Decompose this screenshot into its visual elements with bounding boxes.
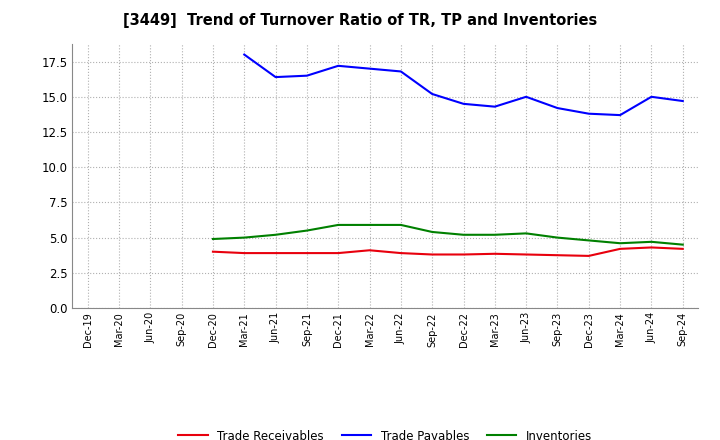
Trade Receivables — [553, 253, 562, 258]
Inventories — [616, 241, 624, 246]
Trade Receivables — [365, 248, 374, 253]
Line: Trade Payables: Trade Payables — [244, 55, 683, 115]
Trade Payables — [553, 106, 562, 111]
Trade Payables — [365, 66, 374, 71]
Inventories — [647, 239, 656, 245]
Trade Receivables — [302, 250, 311, 256]
Inventories — [428, 229, 436, 235]
Inventories — [490, 232, 499, 238]
Trade Payables — [397, 69, 405, 74]
Trade Receivables — [678, 246, 687, 252]
Inventories — [365, 222, 374, 227]
Trade Receivables — [616, 246, 624, 252]
Trade Receivables — [334, 250, 343, 256]
Inventories — [459, 232, 468, 238]
Trade Payables — [585, 111, 593, 116]
Trade Payables — [334, 63, 343, 69]
Trade Payables — [271, 74, 280, 80]
Inventories — [522, 231, 531, 236]
Trade Payables — [647, 94, 656, 99]
Trade Payables — [678, 99, 687, 104]
Inventories — [334, 222, 343, 227]
Trade Receivables — [522, 252, 531, 257]
Trade Receivables — [428, 252, 436, 257]
Trade Receivables — [240, 250, 248, 256]
Inventories — [209, 236, 217, 242]
Inventories — [585, 238, 593, 243]
Text: [3449]  Trend of Turnover Ratio of TR, TP and Inventories: [3449] Trend of Turnover Ratio of TR, TP… — [123, 13, 597, 28]
Inventories — [553, 235, 562, 240]
Trade Receivables — [490, 251, 499, 257]
Inventories — [302, 228, 311, 233]
Trade Payables — [428, 92, 436, 97]
Trade Payables — [522, 94, 531, 99]
Inventories — [397, 222, 405, 227]
Trade Receivables — [459, 252, 468, 257]
Trade Receivables — [271, 250, 280, 256]
Line: Trade Receivables: Trade Receivables — [213, 247, 683, 256]
Trade Receivables — [209, 249, 217, 254]
Trade Payables — [490, 104, 499, 109]
Trade Receivables — [647, 245, 656, 250]
Line: Inventories: Inventories — [213, 225, 683, 245]
Trade Receivables — [585, 253, 593, 259]
Inventories — [678, 242, 687, 247]
Trade Payables — [459, 101, 468, 106]
Inventories — [240, 235, 248, 240]
Inventories — [271, 232, 280, 238]
Trade Payables — [616, 113, 624, 118]
Trade Payables — [302, 73, 311, 78]
Trade Receivables — [397, 250, 405, 256]
Trade Payables — [240, 52, 248, 57]
Legend: Trade Receivables, Trade Payables, Inventories: Trade Receivables, Trade Payables, Inven… — [174, 425, 597, 440]
